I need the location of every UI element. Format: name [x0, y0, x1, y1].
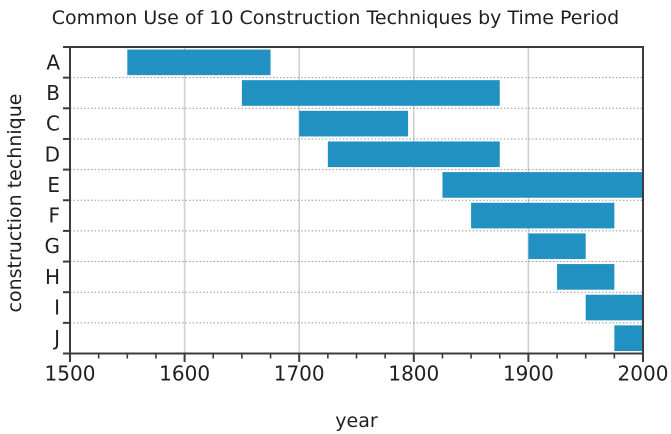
bar-J [614, 325, 643, 351]
x-tick-label-1500: 1500 [45, 362, 96, 386]
y-tick-label-H: H [45, 265, 60, 289]
x-tick-label-2000: 2000 [618, 362, 669, 386]
y-tick-label-A: A [46, 50, 60, 74]
bar-D [327, 141, 500, 168]
bar-F [471, 202, 615, 229]
x-axis-title: year [335, 410, 378, 432]
y-tick-label-E: E [47, 173, 60, 197]
bar-C [299, 110, 409, 137]
bar-G [528, 233, 586, 260]
x-tick-label-1600: 1600 [159, 362, 210, 386]
y-tick-label-G: G [45, 234, 61, 258]
bar-A [127, 49, 271, 76]
y-tick-label-D: D [45, 142, 60, 166]
x-tick-label-1800: 1800 [388, 362, 439, 386]
x-tick-label-1900: 1900 [503, 362, 554, 386]
y-tick-label-B: B [46, 81, 60, 105]
y-tick-label-F: F [48, 204, 60, 228]
x-tick-label-1700: 1700 [274, 362, 325, 386]
bar-H [557, 264, 615, 290]
y-tick-label-J: J [52, 326, 60, 350]
bar-B [241, 80, 500, 106]
bar-I [585, 294, 643, 321]
y-tick-label-I: I [54, 296, 60, 320]
chart-title: Common Use of 10 Construction Techniques… [51, 7, 620, 29]
y-tick-label-C: C [46, 112, 60, 136]
bar-E [442, 172, 643, 198]
